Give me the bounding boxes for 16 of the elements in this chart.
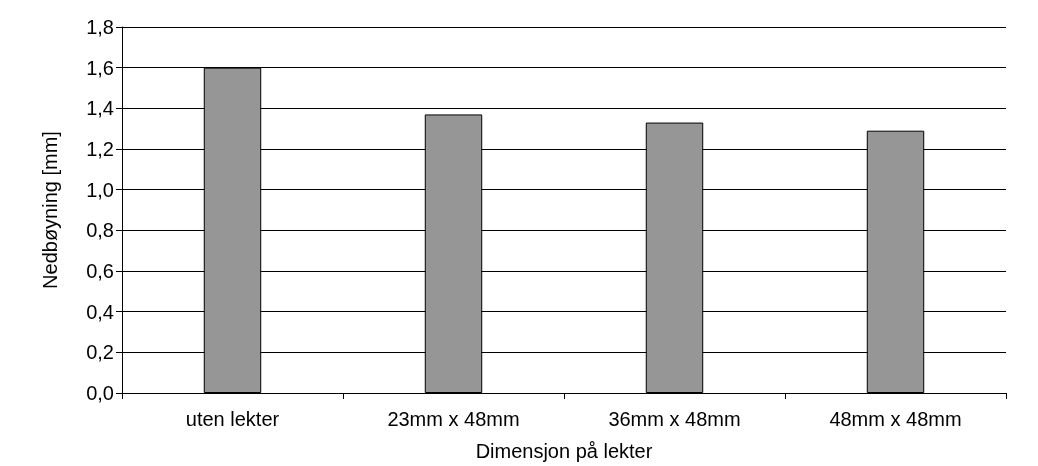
y-tick-label: 0,2	[86, 341, 114, 364]
y-tick-label: 1,4	[86, 97, 114, 120]
x-tick-label: 36mm x 48mm	[608, 408, 741, 430]
y-axis-title: Nedbøyning [mm]	[39, 131, 61, 289]
y-tick-label: 0,6	[86, 260, 114, 282]
x-tick-label: 48mm x 48mm	[829, 408, 962, 430]
y-tick-label: 1,6	[86, 56, 114, 79]
y-tick-label: 1,2	[86, 138, 114, 160]
y-tick-label: 0,8	[86, 219, 114, 242]
y-tick-label: 1,8	[86, 16, 114, 38]
x-axis-title: Dimensjon på lekter	[475, 440, 653, 462]
x-tick-label: uten lekter	[185, 408, 280, 430]
y-tick-label: 0,0	[86, 382, 114, 404]
x-tick-label: 23mm x 48mm	[387, 408, 520, 430]
y-tick-label: 0,4	[86, 300, 114, 323]
y-tick-label: 1,0	[86, 178, 114, 201]
